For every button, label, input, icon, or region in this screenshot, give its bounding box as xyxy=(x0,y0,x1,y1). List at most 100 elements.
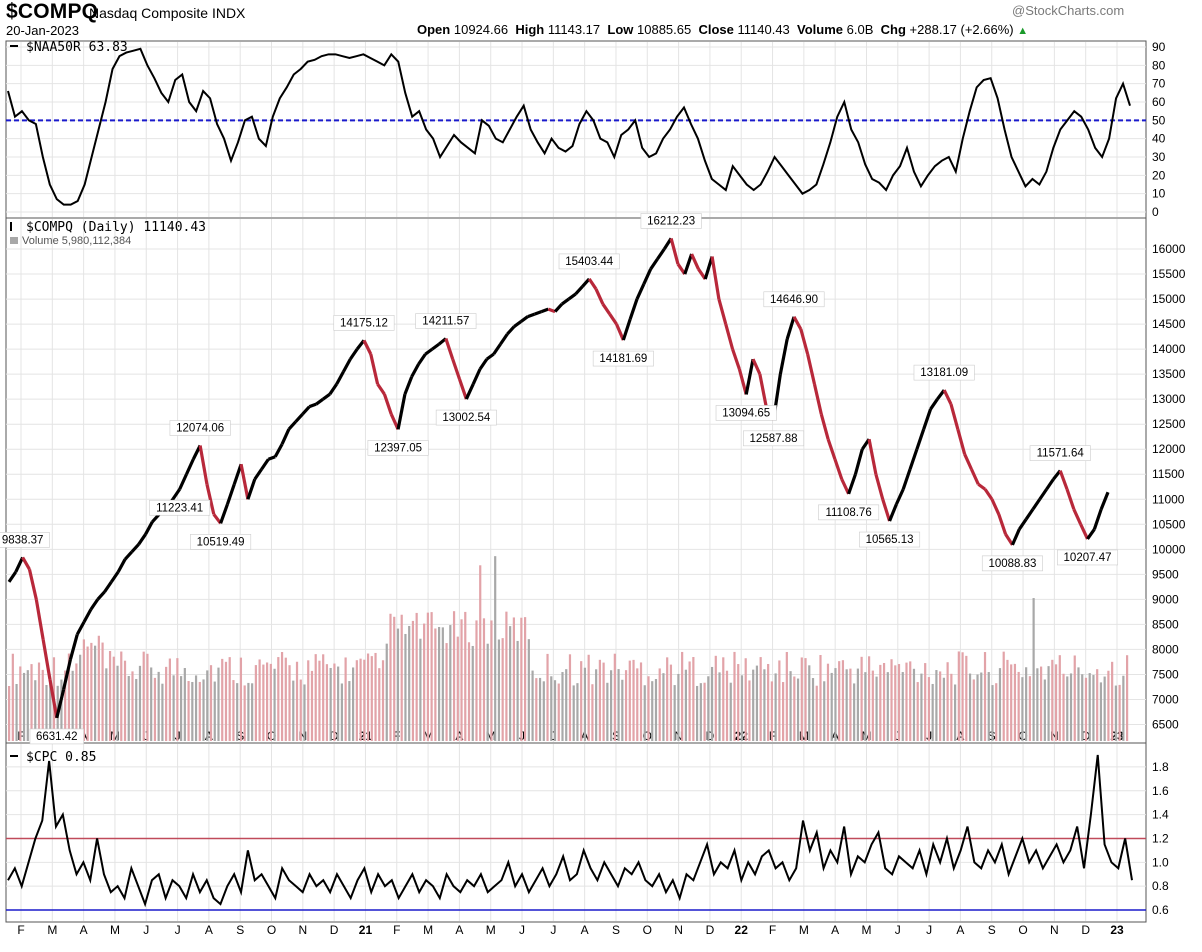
volume-bar xyxy=(1114,685,1117,741)
price-segment xyxy=(315,397,324,406)
price-segment xyxy=(635,283,646,300)
volume-bar xyxy=(288,665,291,741)
volume-bar xyxy=(64,670,67,741)
price-segment xyxy=(1072,508,1083,525)
brand-label[interactable]: @StockCharts.com xyxy=(1012,3,1125,18)
x-tick-label: J xyxy=(895,923,901,937)
volume-bar xyxy=(1077,667,1080,741)
x-tick-label: N xyxy=(298,729,307,743)
price-segment xyxy=(335,370,345,385)
volume-bar xyxy=(774,673,777,741)
price-segment xyxy=(656,248,666,260)
volume-bar xyxy=(531,670,534,741)
volume-bar xyxy=(636,668,639,741)
price-segment xyxy=(615,323,625,341)
price-segment xyxy=(1086,528,1096,540)
volume-bar xyxy=(703,682,706,741)
volume-bar xyxy=(688,661,691,741)
price-segment xyxy=(929,398,939,411)
volume-bar xyxy=(957,651,960,741)
annotation-box xyxy=(592,350,654,367)
price-segment xyxy=(178,473,188,490)
volume-bar xyxy=(209,665,213,741)
x-tick-label: S xyxy=(612,729,620,743)
price-segment xyxy=(534,310,542,316)
price-annotation: 12397.05 xyxy=(374,442,422,454)
price-segment xyxy=(471,368,482,385)
panel-frame-2 xyxy=(5,742,1147,923)
volume-bar xyxy=(602,662,605,741)
annotation-box xyxy=(1057,549,1119,566)
volume-bar xyxy=(247,682,250,741)
price-segment xyxy=(34,599,45,640)
price-segment xyxy=(48,679,59,719)
price-segment xyxy=(867,438,878,475)
y-tick-label: 0.6 xyxy=(1152,903,1169,917)
volume-bar xyxy=(538,677,542,741)
volume-bar xyxy=(1051,659,1054,741)
price-segment xyxy=(703,256,714,280)
price-annotation: 10207.47 xyxy=(1064,552,1112,564)
price-segment xyxy=(901,468,912,490)
price-segment xyxy=(785,316,796,340)
price-segment xyxy=(123,550,134,561)
volume-bar xyxy=(897,664,901,741)
y-tick-label: 70 xyxy=(1152,77,1166,91)
volume-bar xyxy=(815,685,818,741)
x-tick-label: N xyxy=(298,923,307,937)
price-segment xyxy=(520,315,529,323)
legend-volume: Volume 5,980,112,384 xyxy=(22,235,131,247)
y-tick-label: 13000 xyxy=(1152,392,1186,406)
volume-bar xyxy=(202,679,205,741)
x-tick-label: N xyxy=(1050,923,1059,937)
volume-bar xyxy=(1021,677,1024,741)
x-tick-label: D xyxy=(706,729,715,743)
x-tick-label: F xyxy=(17,923,24,937)
price-segment xyxy=(683,253,694,275)
volume-bar xyxy=(1081,674,1084,741)
price-segment xyxy=(396,393,407,430)
price-segment xyxy=(68,633,79,660)
volume-bar xyxy=(1096,669,1099,741)
price-segment xyxy=(55,689,66,719)
volume-bar xyxy=(804,658,807,741)
volume-bar xyxy=(191,681,194,741)
volume-bar xyxy=(983,652,987,741)
volume-bar xyxy=(138,665,142,741)
volume-bar xyxy=(239,657,243,741)
price-segment xyxy=(567,292,577,301)
volume-bar xyxy=(808,665,811,741)
volume-bar xyxy=(359,658,362,741)
volume-bar xyxy=(228,657,231,741)
x-tick-label: M xyxy=(110,923,120,937)
price-segment xyxy=(1079,523,1089,540)
price-segment xyxy=(1058,470,1069,490)
volume-bar xyxy=(490,620,493,741)
price-segment xyxy=(731,348,741,370)
volume-bar xyxy=(1111,661,1114,741)
volume-value: 6.0B xyxy=(846,22,874,37)
volume-bar xyxy=(1010,664,1013,741)
price-segment xyxy=(744,358,755,395)
x-tick-label: D xyxy=(1081,923,1090,937)
volume-bar xyxy=(905,662,908,741)
price-segment xyxy=(1092,508,1103,530)
price-segment xyxy=(922,408,933,430)
price-segment xyxy=(294,413,304,423)
price-segment xyxy=(853,448,864,475)
volume-bar xyxy=(793,676,796,741)
price-segment xyxy=(301,405,311,416)
volume-bar xyxy=(1088,673,1091,741)
volume-bar xyxy=(1126,655,1129,741)
volume-bar xyxy=(464,611,467,741)
volume-bar xyxy=(725,670,729,741)
x-tick-label: J xyxy=(175,923,181,937)
volume-bar xyxy=(991,685,994,741)
volume-bar xyxy=(374,652,377,741)
volume-bar xyxy=(576,683,579,741)
volume-bar xyxy=(467,642,471,741)
price-annotation: 10088.83 xyxy=(988,558,1036,570)
volume-bar xyxy=(587,654,590,741)
price-segment xyxy=(444,338,455,360)
